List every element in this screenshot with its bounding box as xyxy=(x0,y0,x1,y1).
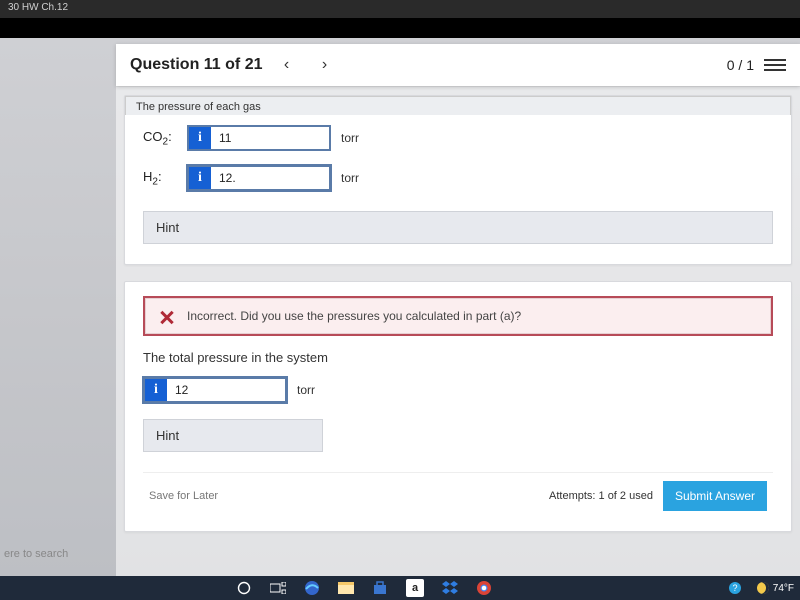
browser-toolbar-strip xyxy=(0,18,800,38)
taskbar-left: a xyxy=(6,579,727,597)
moon-icon xyxy=(757,582,769,594)
page-body: Question 11 of 21 ‹ › 0 / 1 The pressure… xyxy=(0,38,800,576)
gas-label-co2: CO2: xyxy=(143,129,177,148)
chrome-icon[interactable] xyxy=(476,580,492,596)
prev-question-button[interactable]: ‹ xyxy=(272,51,300,79)
taskbar-app-a[interactable]: a xyxy=(406,579,424,597)
total-pressure-row: i torr xyxy=(143,377,773,403)
input-wrap-h2: i xyxy=(187,165,331,191)
input-wrap-total: i xyxy=(143,377,287,403)
score-display: 0 / 1 xyxy=(727,57,754,73)
unit-label: torr xyxy=(341,131,359,145)
windows-taskbar: a ? 74°F xyxy=(0,576,800,600)
card-footer: Save for Later Attempts: 1 of 2 used Sub… xyxy=(143,472,773,511)
gas-label-h2: H2: xyxy=(143,169,177,188)
store-icon[interactable] xyxy=(372,580,388,596)
gas-row-h2: H2: i torr xyxy=(143,165,773,191)
incorrect-feedback: Incorrect. Did you use the pressures you… xyxy=(143,296,773,336)
feedback-text: Incorrect. Did you use the pressures you… xyxy=(187,309,521,323)
question-list-icon[interactable] xyxy=(764,59,786,71)
file-explorer-icon[interactable] xyxy=(338,580,354,596)
question-number-label: Question 11 of 21 xyxy=(130,56,262,74)
weather-widget[interactable]: 74°F xyxy=(757,582,794,594)
question-content: The pressure of each gas CO2: i torr H2:… xyxy=(116,86,800,576)
browser-tab-bar: 30 HW Ch.12 xyxy=(0,0,800,18)
os-search-hint[interactable]: ere to search xyxy=(0,548,68,560)
hint-button-a[interactable]: Hint xyxy=(143,211,773,244)
svg-text:?: ? xyxy=(732,583,737,593)
dropbox-icon[interactable] xyxy=(442,580,458,596)
co2-pressure-input[interactable] xyxy=(211,127,329,149)
part-b-card: Incorrect. Did you use the pressures you… xyxy=(124,281,792,532)
submit-answer-button[interactable]: Submit Answer xyxy=(663,481,767,511)
next-question-button[interactable]: › xyxy=(310,51,338,79)
hint-button-b[interactable]: Hint xyxy=(143,419,323,452)
part-a-title: The pressure of each gas xyxy=(125,96,791,115)
unit-label: torr xyxy=(297,383,315,397)
info-icon[interactable]: i xyxy=(189,127,211,149)
help-tray-icon[interactable]: ? xyxy=(727,580,743,596)
attempts-label: Attempts: 1 of 2 used xyxy=(549,490,653,502)
task-view-icon[interactable] xyxy=(270,580,286,596)
edge-icon[interactable] xyxy=(304,580,320,596)
part-a-card: The pressure of each gas CO2: i torr H2:… xyxy=(124,95,792,265)
incorrect-x-icon xyxy=(159,308,175,324)
temperature-label: 74°F xyxy=(773,583,794,594)
gas-row-co2: CO2: i torr xyxy=(143,125,773,151)
save-for-later-button[interactable]: Save for Later xyxy=(149,490,218,502)
info-icon[interactable]: i xyxy=(189,167,211,189)
unit-label: torr xyxy=(341,171,359,185)
h2-pressure-input[interactable] xyxy=(211,167,329,189)
question-header-bar: Question 11 of 21 ‹ › 0 / 1 xyxy=(116,44,800,86)
input-wrap-co2: i xyxy=(187,125,331,151)
taskbar-right: ? 74°F xyxy=(727,580,794,596)
tab-title: 30 HW Ch.12 xyxy=(8,2,68,13)
info-icon[interactable]: i xyxy=(145,379,167,401)
total-pressure-input[interactable] xyxy=(167,379,285,401)
part-b-title: The total pressure in the system xyxy=(143,350,773,365)
cortana-circle-icon[interactable] xyxy=(236,580,252,596)
